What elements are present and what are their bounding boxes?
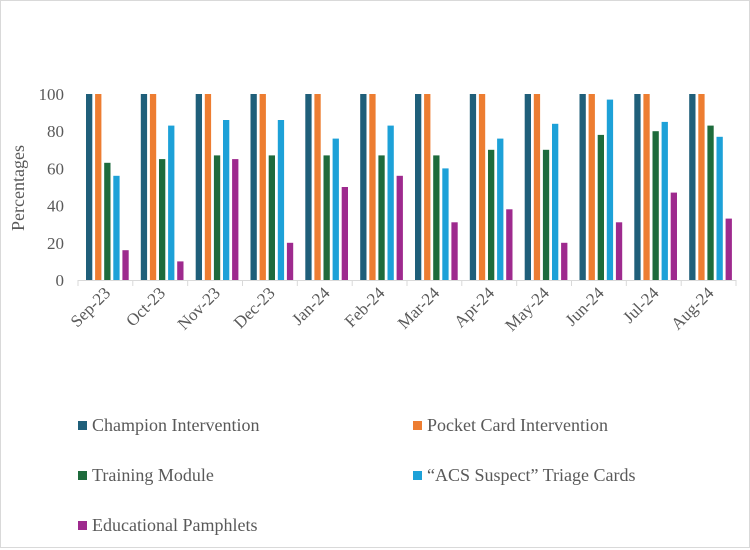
bar bbox=[552, 123, 559, 280]
bar bbox=[634, 94, 641, 280]
x-tick-label: Dec-23 bbox=[230, 283, 279, 332]
bar bbox=[689, 94, 696, 280]
bar bbox=[213, 155, 221, 280]
bar bbox=[268, 155, 275, 280]
bar bbox=[314, 94, 321, 280]
bar bbox=[387, 125, 394, 280]
x-tick-label: Jan-24 bbox=[288, 283, 334, 329]
legend-item: Educational Pamphlets bbox=[78, 500, 413, 550]
x-axis: Sep-23 Oct-23 Nov-23 Dec-23 Jan-24 Feb-24 Mar-… bbox=[67, 280, 737, 335]
x-tick-label: May-24 bbox=[501, 283, 553, 335]
bar bbox=[177, 261, 184, 280]
y-tick-label: 100 bbox=[39, 85, 65, 104]
legend-swatch bbox=[78, 470, 87, 480]
bar bbox=[707, 125, 714, 280]
bar bbox=[424, 94, 431, 280]
y-tick-label: 40 bbox=[47, 197, 64, 216]
bar bbox=[451, 222, 458, 280]
x-tick-label: Jul-24 bbox=[619, 283, 663, 327]
bar bbox=[277, 120, 285, 280]
legend-item: Champion Intervention bbox=[78, 400, 413, 450]
bar bbox=[643, 94, 650, 280]
bar bbox=[95, 94, 102, 280]
bar bbox=[561, 242, 568, 280]
bar bbox=[223, 120, 230, 280]
bar bbox=[140, 94, 148, 280]
bar bbox=[442, 168, 449, 280]
legend-label: Champion Intervention bbox=[92, 414, 260, 435]
x-tick-label: Jun-24 bbox=[562, 283, 609, 330]
legend-label: Training Module bbox=[92, 464, 214, 485]
bar bbox=[506, 209, 513, 280]
x-tick-label: Oct-23 bbox=[122, 283, 169, 330]
bar bbox=[159, 159, 166, 280]
legend-label: “ACS Suspect” Triage Cards bbox=[427, 464, 636, 485]
bar bbox=[232, 159, 239, 280]
legend-item: “ACS Suspect” Triage Cards bbox=[413, 450, 698, 500]
bar bbox=[597, 134, 604, 280]
y-tick-label: 0 bbox=[56, 271, 65, 290]
bar bbox=[615, 222, 623, 280]
bar-series-group bbox=[86, 94, 732, 281]
bar bbox=[588, 94, 595, 280]
bar bbox=[533, 94, 541, 280]
bar bbox=[360, 94, 367, 280]
y-axis: 0 20 40 60 80 100 bbox=[39, 85, 65, 290]
bar bbox=[341, 187, 348, 280]
bar bbox=[259, 94, 266, 280]
bar bbox=[113, 175, 120, 280]
legend-item: Pocket Card Intervention bbox=[413, 400, 698, 450]
x-tick-label: Feb-24 bbox=[341, 283, 389, 331]
bar bbox=[305, 94, 312, 280]
bar bbox=[606, 99, 614, 280]
legend-swatch bbox=[78, 520, 87, 530]
bar bbox=[469, 94, 477, 280]
bar bbox=[415, 94, 422, 280]
bar bbox=[524, 94, 531, 280]
bar bbox=[652, 131, 659, 280]
x-tick-label: Nov-23 bbox=[174, 283, 224, 333]
bar bbox=[286, 242, 294, 280]
bar bbox=[579, 94, 586, 280]
bar bbox=[478, 94, 486, 280]
bar bbox=[104, 162, 111, 280]
bar bbox=[149, 94, 157, 280]
bar bbox=[716, 136, 723, 280]
y-tick-label: 20 bbox=[47, 234, 64, 253]
bar bbox=[332, 138, 339, 280]
bar bbox=[488, 149, 495, 280]
bar bbox=[497, 138, 504, 280]
legend-swatch bbox=[78, 420, 87, 430]
x-tick-label: Mar-24 bbox=[394, 283, 444, 333]
legend-label: Pocket Card Intervention bbox=[427, 414, 608, 435]
legend-item: Training Module bbox=[78, 450, 413, 500]
bar bbox=[323, 155, 330, 280]
bar bbox=[396, 175, 403, 280]
bar bbox=[378, 155, 385, 280]
y-tick-label: 60 bbox=[47, 159, 64, 178]
bar bbox=[725, 218, 732, 280]
bar bbox=[168, 125, 175, 280]
bar bbox=[204, 94, 212, 280]
bar bbox=[250, 94, 257, 280]
x-tick-label: Apr-24 bbox=[450, 283, 498, 331]
legend-swatch bbox=[413, 420, 422, 430]
bar-chart: 0 20 40 60 80 100 Sep-23 Oct-23 Nov-23 Dec-23 Jan… bbox=[8, 85, 737, 335]
legend-label: Educational Pamphlets bbox=[92, 514, 258, 535]
bar bbox=[369, 94, 376, 280]
y-tick-label: 80 bbox=[47, 122, 64, 141]
bar bbox=[661, 121, 668, 281]
bar bbox=[670, 192, 677, 280]
legend-swatch bbox=[413, 470, 422, 480]
bar bbox=[542, 149, 550, 280]
x-tick-label: Aug-24 bbox=[667, 283, 718, 334]
legend: Champion Intervention Pocket Card Interve… bbox=[78, 400, 698, 550]
bar bbox=[433, 155, 440, 280]
bar bbox=[86, 94, 93, 280]
x-tick-label: Sep-23 bbox=[67, 283, 114, 330]
bar bbox=[122, 250, 129, 280]
y-axis-title: Percentages bbox=[8, 145, 28, 231]
bar bbox=[195, 94, 202, 280]
bar bbox=[698, 94, 705, 280]
